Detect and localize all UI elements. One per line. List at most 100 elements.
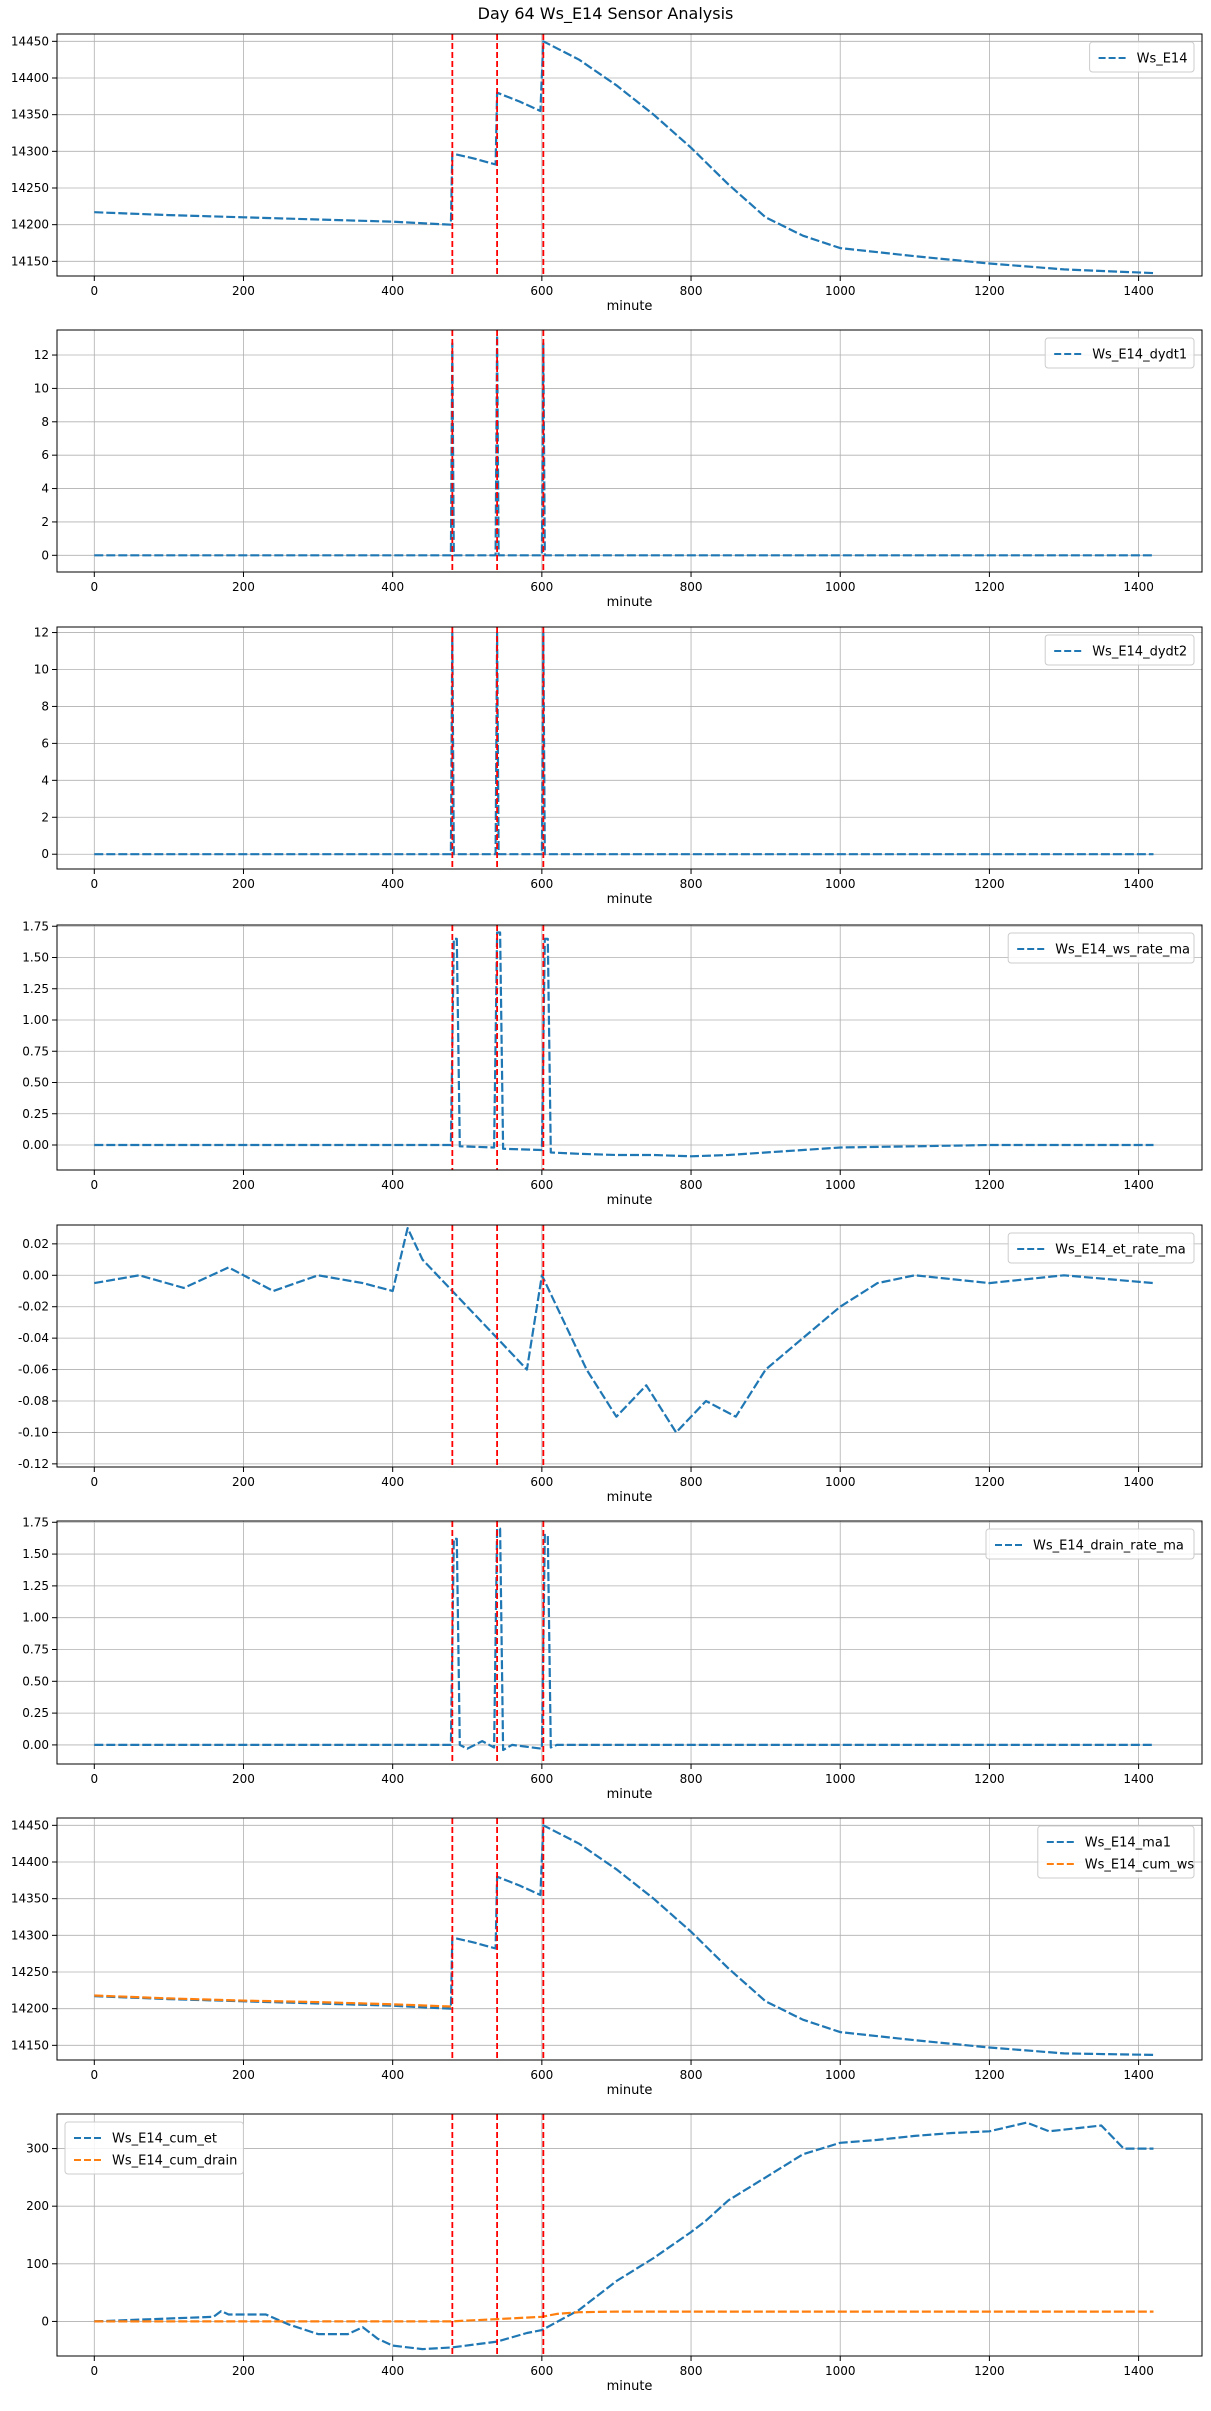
legend: Ws_E14_dydt2 xyxy=(1044,634,1195,666)
y-tick-label: 12 xyxy=(34,348,49,362)
x-tick-label: 1000 xyxy=(825,2364,856,2378)
y-tick-label: 14400 xyxy=(11,1855,49,1869)
x-tick-label: 1200 xyxy=(974,2364,1005,2378)
x-axis-label: minute xyxy=(607,2379,653,2394)
x-tick-label: 800 xyxy=(680,1475,703,1489)
y-tick-label: 0.02 xyxy=(22,1237,49,1251)
y-tick-label: 14150 xyxy=(11,2038,49,2052)
x-tick-label: 1200 xyxy=(974,1475,1005,1489)
series-line-2 xyxy=(94,1994,451,2008)
y-tick-label: 14250 xyxy=(11,1965,49,1979)
axes-frame xyxy=(56,924,1203,1171)
y-tick-label: 14300 xyxy=(11,1928,49,1942)
series-line-1 xyxy=(94,1226,1154,1434)
y-tick-label: 14150 xyxy=(11,254,49,268)
y-tick-label: 1.00 xyxy=(22,1013,49,1027)
y-tick-label: 300 xyxy=(26,2142,49,2156)
y-tick-label: 0.50 xyxy=(22,1674,49,1688)
y-tick-label: 0.50 xyxy=(22,1076,49,1090)
subplot-2: 0 200 400 600 800 1000 1200 1400 0 2 4 6 8 10 12 minute… xyxy=(34,329,1203,610)
y-tick-label: 0.75 xyxy=(22,1044,49,1058)
series-line-1 xyxy=(94,931,1154,1158)
x-tick-label: 600 xyxy=(530,1475,553,1489)
x-tick-label: 400 xyxy=(381,877,404,891)
y-tick-label: 4 xyxy=(41,482,49,496)
y-tick-label: 10 xyxy=(34,381,49,395)
y-tick-label: 14300 xyxy=(11,144,49,158)
y-tick-label: 1.00 xyxy=(22,1611,49,1625)
series-line-2 xyxy=(94,2310,1154,2323)
x-tick-label: 800 xyxy=(680,580,703,594)
y-tick-label: 0.00 xyxy=(22,1738,49,1752)
y-tick-label: -0.02 xyxy=(18,1300,49,1314)
y-tick-label: 4 xyxy=(41,773,49,787)
x-tick-label: 1000 xyxy=(825,1772,856,1786)
x-axis-label: minute xyxy=(607,299,653,314)
y-tick-label: 1.50 xyxy=(22,951,49,965)
x-tick-label: 400 xyxy=(381,284,404,298)
legend-entry: Ws_E14_ma1 xyxy=(1085,1836,1171,1851)
y-tick-label: 1.25 xyxy=(22,1579,49,1593)
x-tick-label: 400 xyxy=(381,2364,404,2378)
x-tick-label: 400 xyxy=(381,2068,404,2082)
x-tick-label: 800 xyxy=(680,877,703,891)
legend: Ws_E14_ws_rate_ma xyxy=(1007,932,1195,964)
x-tick-label: 1000 xyxy=(825,1475,856,1489)
x-tick-label: 0 xyxy=(90,580,98,594)
x-tick-label: 0 xyxy=(90,1475,98,1489)
x-tick-label: 600 xyxy=(530,580,553,594)
x-tick-label: 200 xyxy=(232,2364,255,2378)
x-tick-label: 1000 xyxy=(825,1178,856,1192)
y-tick-label: 0.00 xyxy=(22,1268,49,1282)
y-tick-label: 6 xyxy=(41,736,49,750)
x-tick-label: 400 xyxy=(381,580,404,594)
x-tick-label: 1000 xyxy=(825,877,856,891)
legend-entry: Ws_E14_drain_rate_ma xyxy=(1033,1539,1184,1554)
y-tick-label: 6 xyxy=(41,448,49,462)
y-tick-label: 100 xyxy=(26,2257,49,2271)
subplot-8: 0 200 400 600 800 1000 1200 1400 0 100 200 300 minut… xyxy=(26,2113,1203,2394)
y-tick-label: 14400 xyxy=(11,71,49,85)
legend-box xyxy=(1089,41,1195,73)
series-line-1 xyxy=(94,1527,1154,1752)
x-tick-label: 0 xyxy=(90,1772,98,1786)
y-tick-label: 0 xyxy=(41,847,49,861)
legend: Ws_E14_et_rate_ma xyxy=(1007,1232,1195,1264)
x-tick-label: 200 xyxy=(232,2068,255,2082)
legend-box xyxy=(1044,337,1195,369)
x-tick-label: 400 xyxy=(381,1772,404,1786)
x-tick-label: 1400 xyxy=(1123,877,1154,891)
x-tick-label: 800 xyxy=(680,284,703,298)
legend-entry: Ws_E14 xyxy=(1137,52,1188,67)
legend-entry: Ws_E14_dydt1 xyxy=(1092,348,1187,363)
x-axis-label: minute xyxy=(607,1193,653,1208)
y-tick-label: 1.25 xyxy=(22,982,49,996)
y-tick-label: 14350 xyxy=(11,1892,49,1906)
x-tick-label: 0 xyxy=(90,877,98,891)
y-tick-label: 1.75 xyxy=(22,1515,49,1529)
y-tick-label: 12 xyxy=(34,626,49,640)
y-tick-label: -0.06 xyxy=(18,1363,49,1377)
x-tick-label: 1000 xyxy=(825,284,856,298)
x-tick-label: 0 xyxy=(90,284,98,298)
x-tick-label: 200 xyxy=(232,1475,255,1489)
legend-entry: Ws_E14_dydt2 xyxy=(1092,645,1187,660)
legend: Ws_E14 xyxy=(1089,41,1195,73)
axes-frame xyxy=(56,33,1203,277)
x-tick-label: 1400 xyxy=(1123,2068,1154,2082)
y-tick-label: 14200 xyxy=(11,218,49,232)
x-tick-label: 1400 xyxy=(1123,284,1154,298)
plot-area xyxy=(94,2121,1154,2351)
y-tick-label: 0.75 xyxy=(22,1642,49,1656)
x-axis-label: minute xyxy=(607,595,653,610)
y-tick-label: -0.08 xyxy=(18,1394,49,1408)
y-tick-label: 14450 xyxy=(11,1818,49,1832)
x-tick-label: 800 xyxy=(680,1772,703,1786)
y-tick-label: 2 xyxy=(41,515,49,529)
subplot-7: 0 200 400 600 800 1000 1200 1400 14150 14200 14250… xyxy=(11,1817,1203,2098)
legend-box xyxy=(1007,932,1195,964)
subplot-6: 0 200 400 600 800 1000 1200 1400 0.00 0.25 0.50 0.7… xyxy=(22,1515,1203,1802)
x-tick-label: 1400 xyxy=(1123,1475,1154,1489)
x-tick-label: 0 xyxy=(90,1178,98,1192)
y-tick-label: 0 xyxy=(41,2314,49,2328)
